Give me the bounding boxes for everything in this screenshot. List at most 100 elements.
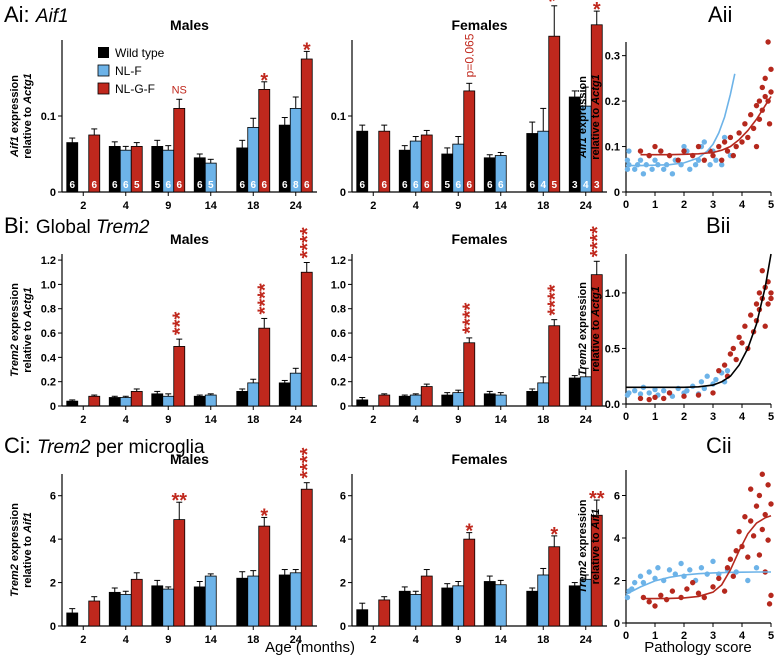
Bi-m-annotation: **** xyxy=(297,227,319,258)
Aii-point-nl-g-f xyxy=(675,157,681,163)
Ci-m-title: Males xyxy=(170,451,209,467)
Cii-point-nl-g-f xyxy=(646,599,652,605)
Bi-f-bar-nl-g-f xyxy=(463,342,476,407)
Bi-m-y-label: Trem2 expression xyxy=(9,283,21,377)
Bi-m-y-tick-label: 1.2 xyxy=(41,255,56,267)
Cii-y-tick-label: 6 xyxy=(614,491,620,503)
Ai-m-n-label: 5 xyxy=(134,180,140,191)
Ai-f-y-tick-label: 0 xyxy=(340,187,346,199)
Cii-point-nl-g-f xyxy=(684,586,690,592)
Bii-point-nl-g-f xyxy=(736,334,742,341)
Bii-point-nl-g-f xyxy=(716,367,722,374)
Ai-f-n-label: 6 xyxy=(381,180,387,191)
Ci-m-bar-nl-g-f xyxy=(258,525,271,627)
Aii-point-nl-f xyxy=(640,171,647,177)
Ci-f-bar-wild-type xyxy=(526,590,539,627)
Ci-m-annotation: **** xyxy=(297,447,319,478)
Bi-m-bar-wild-type xyxy=(151,393,164,407)
Aii-point-nl-g-f xyxy=(710,152,716,159)
Cii-point-nl-g-f xyxy=(710,584,716,590)
Ai-f-n-label: 6 xyxy=(359,180,365,191)
Bii-x-tick-label: 1 xyxy=(652,411,658,423)
Bii-point-nl-g-f xyxy=(739,340,745,346)
Aii-point-nl-g-f xyxy=(652,143,658,150)
Bii-point-nl-g-f xyxy=(756,290,763,296)
Ci-f-bar-wild-type xyxy=(441,587,454,627)
Bi-m-title: Males xyxy=(170,231,209,247)
Aii-point-nl-f xyxy=(649,166,655,172)
x-axis-title-pathology: Pathology score xyxy=(644,639,752,656)
Bi-m-y-tick-label: 0.2 xyxy=(41,377,56,389)
Aii-x-tick-label: 0 xyxy=(623,199,629,211)
Bii-point-nl-g-f xyxy=(727,351,734,357)
Bi-m-x-tick-label: 9 xyxy=(165,414,171,426)
Bi-m-bar-nl-f xyxy=(247,382,260,407)
Cii-point-nl-g-f xyxy=(759,471,765,477)
Aii-point-nl-f xyxy=(626,148,632,154)
Bi-f-x-tick-label: 4 xyxy=(413,414,420,426)
Ai-m-n-label: 6 xyxy=(123,180,129,191)
Bi-m-bar-wild-type xyxy=(278,382,291,407)
Bi-m-y-tick-label: 0.6 xyxy=(41,328,56,340)
Cii-point-nl-f xyxy=(678,560,684,567)
Ci-f-y-tick-label: 0 xyxy=(340,621,346,633)
Aii-point-nl-f xyxy=(681,143,687,150)
Aii-point-nl-g-f xyxy=(646,152,652,159)
Aii-point-nl-g-f xyxy=(681,148,687,154)
Ci-m-bar-nl-g-f xyxy=(88,600,101,627)
Aii-point-nl-g-f xyxy=(719,157,725,163)
Ci-f-x-tick-label: 2 xyxy=(370,634,376,646)
Cii-point-nl-g-f xyxy=(748,518,754,524)
Bii-y-tick-label: 0.5 xyxy=(605,343,620,355)
Ci-m-bar-wild-type xyxy=(66,612,79,627)
Ai-f-title: Females xyxy=(451,17,507,33)
Bi-f-bar-nl-g-f xyxy=(548,325,561,407)
legend-label-nlf: NL-F xyxy=(115,64,142,78)
Aii-point-nl-f xyxy=(721,134,728,141)
Bi-m-bar-nl-g-f xyxy=(173,346,186,407)
Ai-m-y-label-2: relative to Actg1 xyxy=(22,73,34,159)
Ci-f-bar-nl-f xyxy=(452,585,465,627)
Cii-point-nl-g-f xyxy=(742,514,748,520)
Bii-point-nl-f xyxy=(652,386,658,393)
Ai-m-n-label: 6 xyxy=(304,180,310,191)
Aii-point-nl-g-f xyxy=(759,84,765,91)
Cii-x-tick-label: 0 xyxy=(623,630,629,642)
Aii-point-nl-g-f xyxy=(695,143,702,150)
Ai-m-n-label: 6 xyxy=(239,180,245,191)
Bii-y-tick-label: 0.0 xyxy=(605,399,620,411)
panel-label-ai: Ai: Aif1 xyxy=(4,2,69,27)
Bii-point-nl-g-f xyxy=(733,356,739,363)
Cii-point-nl-f xyxy=(624,594,631,601)
Bi-m-bar-nl-g-f xyxy=(130,391,143,407)
Aii-point-nl-g-f xyxy=(736,130,742,136)
Aii-point-nl-g-f xyxy=(724,148,731,154)
Cii-point-nl-g-f xyxy=(727,556,734,562)
Ci-m-bar-nl-g-f xyxy=(300,488,313,627)
Aii-point-nl-g-f xyxy=(753,102,760,109)
Aii-point-nl-f xyxy=(701,139,707,145)
Bi-m-x-tick-label: 18 xyxy=(247,414,259,426)
Ai-f-n-label: 3 xyxy=(594,180,600,191)
Cii-point-nl-g-f xyxy=(766,601,773,607)
Bii-y-label-2: relative to Actg1 xyxy=(590,286,602,372)
Cii-fit-line-nl-f xyxy=(625,571,771,596)
Bii-point-nl-g-f xyxy=(742,323,748,329)
Ai-f-n-label: 6 xyxy=(498,180,504,191)
Bii-x-tick-label: 0 xyxy=(623,411,629,423)
Ai-m-x-tick-label: 4 xyxy=(123,200,130,212)
Bi-f-y-tick-label: 0.8 xyxy=(331,304,346,316)
Aii-x-tick-label: 5 xyxy=(768,199,774,211)
Ai-m-bar-nl-g-f xyxy=(300,58,313,193)
Bi-m-annotation: **** xyxy=(254,283,276,314)
Ci-f-y-tick-label: 6 xyxy=(340,491,346,503)
Ci-f-bar-nl-g-f xyxy=(463,538,476,627)
Aii-point-nl-g-f xyxy=(768,66,774,72)
Bi-f-x-tick-label: 9 xyxy=(455,414,461,426)
Bii-point-nl-f xyxy=(701,385,707,392)
Bii-point-nl-g-f xyxy=(710,390,716,396)
Aii-point-nl-f xyxy=(713,157,719,163)
Aii-point-nl-g-f xyxy=(637,148,644,154)
Bii-point-nl-g-f xyxy=(765,301,771,307)
legend-label-nlgf: NL-G-F xyxy=(115,82,155,96)
